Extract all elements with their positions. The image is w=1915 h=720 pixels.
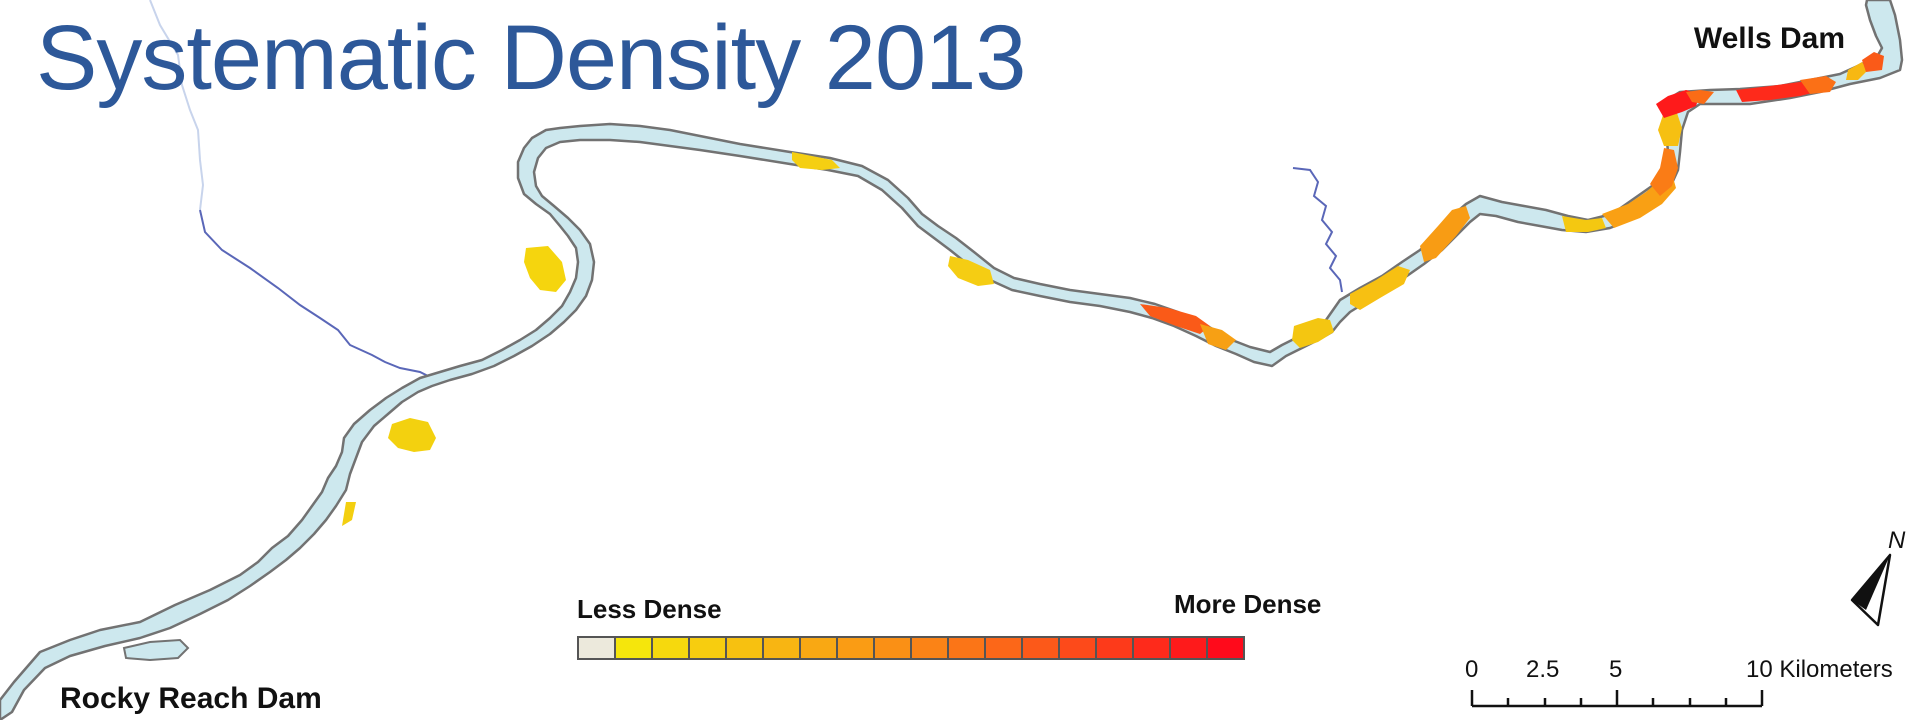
legend-ramp-cell: [912, 638, 949, 658]
legend-ramp-cell: [1171, 638, 1208, 658]
density-patch: [1350, 266, 1410, 310]
legend-ramp-cell: [875, 638, 912, 658]
legend-color-ramp: [577, 636, 1245, 660]
density-patch: [1140, 304, 1210, 334]
river-island: [122, 638, 190, 662]
legend-ramp-cell: [1060, 638, 1097, 658]
density-patch: [1420, 206, 1470, 262]
density-patch: [1800, 76, 1836, 94]
scale-label-2-5: 2.5: [1526, 656, 1560, 683]
north-arrow-shadow: [1852, 555, 1890, 610]
density-patch: [1562, 216, 1606, 232]
scale-label-0: 0: [1465, 656, 1479, 683]
density-patch: [792, 152, 840, 170]
density-patch: [342, 502, 356, 526]
scale-bar: [1470, 690, 1764, 708]
legend-ramp-cell: [1208, 638, 1243, 658]
legend-high-label: More Dense: [1174, 589, 1322, 619]
legend-ramp-cell: [949, 638, 986, 658]
density-patch: [1736, 78, 1824, 102]
tributary-streams: [149, 0, 1343, 379]
scale-label-5: 5: [1609, 656, 1623, 683]
scale-label-10-km: 10 Kilometers: [1746, 656, 1893, 683]
north-arrow-letter: N: [1888, 527, 1906, 554]
density-patch: [1686, 90, 1714, 104]
tributary-left: [199, 209, 433, 379]
legend-ramp-cell: [616, 638, 653, 658]
north-arrow: N: [1850, 527, 1906, 627]
legend-ramp-cell: [579, 638, 616, 658]
legend-ramp-cell: [801, 638, 838, 658]
wells-dam-label: Wells Dam: [1693, 22, 1845, 55]
legend-ramp-cell: [653, 638, 690, 658]
legend-ramp-cell: [690, 638, 727, 658]
density-patch: [1658, 110, 1682, 146]
density-patch: [1200, 324, 1236, 350]
legend-ramp-cell: [1134, 638, 1171, 658]
legend-low-label: Less Dense: [577, 594, 722, 624]
density-patch: [1650, 148, 1678, 196]
density-patch: [948, 256, 994, 286]
legend-ramp-cell: [838, 638, 875, 658]
density-patches: [342, 52, 1884, 526]
map-title: Systematic Density 2013: [36, 7, 1026, 109]
density-patch: [524, 246, 566, 292]
tributary-right: [1292, 167, 1343, 293]
legend-ramp-cell: [764, 638, 801, 658]
legend-ramp-cell: [1097, 638, 1134, 658]
density-patch: [1292, 318, 1334, 348]
legend-ramp-cell: [1023, 638, 1060, 658]
density-patch: [1846, 62, 1868, 80]
density-patch: [1862, 52, 1884, 72]
rocky-reach-dam-label: Rocky Reach Dam: [60, 682, 322, 715]
legend-ramp-cell: [727, 638, 764, 658]
legend-ramp-cell: [986, 638, 1023, 658]
density-patch: [388, 418, 436, 452]
tributary-left-faint: [149, 0, 205, 211]
